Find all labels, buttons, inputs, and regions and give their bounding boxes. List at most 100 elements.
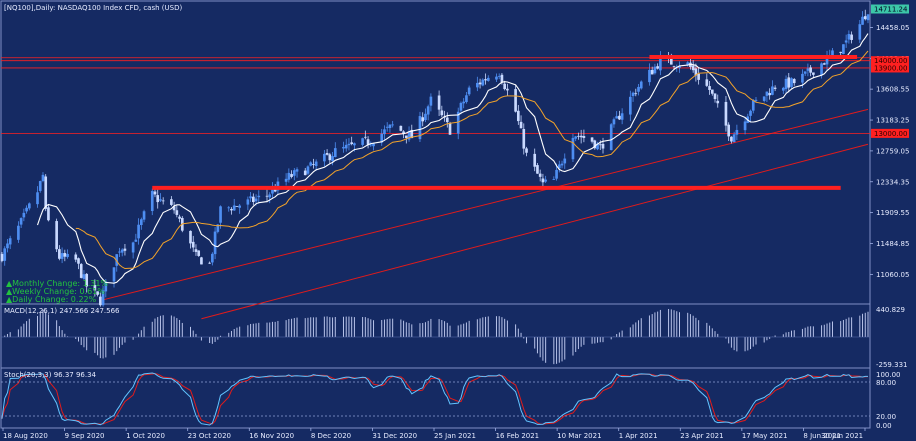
stoch-tick-100: 100.00 bbox=[876, 371, 901, 379]
candle-body bbox=[175, 210, 179, 215]
moving-averages bbox=[36, 33, 869, 284]
candle-body bbox=[137, 224, 140, 239]
date-tick-label: 31 Dec 2020 bbox=[372, 432, 417, 440]
candle-body bbox=[462, 101, 466, 104]
candle-body bbox=[809, 67, 812, 73]
candle-body bbox=[691, 65, 695, 71]
candle-body bbox=[388, 124, 392, 128]
candle-body bbox=[773, 87, 777, 89]
candle-body bbox=[669, 56, 673, 65]
candle-body bbox=[806, 68, 810, 71]
candle-body bbox=[295, 169, 299, 172]
price-tick-label: 12334.35 bbox=[876, 178, 909, 186]
candle-body bbox=[448, 123, 452, 135]
candle-body bbox=[842, 44, 845, 54]
candle-body bbox=[727, 124, 731, 137]
candle-body bbox=[268, 194, 272, 198]
candle-body bbox=[525, 148, 528, 153]
candle-body bbox=[290, 174, 293, 177]
candle-body bbox=[93, 285, 97, 291]
candle-body bbox=[63, 253, 67, 257]
candle-body bbox=[465, 95, 468, 103]
candle-body bbox=[344, 144, 348, 149]
candle-body bbox=[79, 264, 83, 278]
candle-body bbox=[863, 16, 867, 20]
stoch-label: Stoch(20,3,3) 96.37 96.34 bbox=[4, 371, 97, 379]
candle-body bbox=[751, 100, 755, 111]
candle-body bbox=[694, 68, 698, 76]
candle-body bbox=[208, 262, 211, 264]
candle-body bbox=[0, 253, 4, 261]
candle-body bbox=[123, 248, 127, 251]
candle-body bbox=[271, 188, 274, 194]
ma-slow-line bbox=[75, 50, 869, 270]
macd-histogram bbox=[4, 309, 869, 365]
candle-body bbox=[213, 231, 217, 255]
candle-body bbox=[831, 50, 834, 56]
price-tick-label: 13608.55 bbox=[876, 86, 909, 94]
candle-body bbox=[331, 156, 334, 162]
candle-body bbox=[47, 207, 50, 221]
candle-body bbox=[219, 206, 222, 223]
candle-body bbox=[500, 74, 504, 83]
candle-body bbox=[552, 179, 556, 181]
candle-body bbox=[194, 249, 198, 252]
candle-body bbox=[361, 138, 364, 145]
candle-body bbox=[639, 81, 643, 89]
candle-body bbox=[476, 82, 479, 88]
candle-body bbox=[60, 253, 64, 259]
candle-body bbox=[74, 254, 78, 260]
candle-body bbox=[402, 131, 405, 134]
candle-body bbox=[478, 82, 482, 85]
candle-body bbox=[161, 200, 165, 202]
candle-body bbox=[445, 117, 449, 123]
candle-body bbox=[724, 101, 728, 126]
candle-body bbox=[866, 14, 870, 21]
candle-body bbox=[200, 257, 203, 265]
candle-body bbox=[858, 24, 862, 40]
candle-body bbox=[754, 99, 758, 101]
candle-body bbox=[252, 196, 255, 203]
candle-body bbox=[850, 34, 853, 40]
candle-body bbox=[150, 190, 154, 212]
candle-body bbox=[407, 131, 411, 140]
candle-body bbox=[380, 133, 384, 143]
price-tick-label: 11060.05 bbox=[876, 271, 909, 279]
candle-body bbox=[495, 76, 498, 80]
candle-body bbox=[364, 136, 367, 138]
date-tick-label: 1 Apr 2021 bbox=[619, 432, 658, 440]
macd-label: MACD(12,26,1) 247.566 247.566 bbox=[4, 307, 120, 315]
candle-body bbox=[101, 290, 105, 306]
candle-body bbox=[399, 125, 403, 131]
candle-body bbox=[656, 66, 659, 69]
candle-body bbox=[44, 176, 48, 209]
candle-body bbox=[825, 56, 829, 65]
candle-body bbox=[238, 205, 242, 208]
candle-body bbox=[8, 238, 12, 245]
candle-body bbox=[120, 249, 124, 253]
candle-body bbox=[350, 142, 354, 145]
candle-body bbox=[730, 136, 733, 142]
candle-body bbox=[771, 86, 774, 95]
candle-body bbox=[481, 79, 485, 86]
candle-body bbox=[257, 195, 261, 198]
level-tag-box bbox=[871, 56, 909, 66]
candle-body bbox=[522, 128, 526, 149]
candle-body bbox=[230, 208, 233, 211]
candle-body bbox=[36, 192, 39, 205]
candle-body bbox=[424, 113, 427, 121]
candle-body bbox=[347, 143, 351, 146]
candle-body bbox=[328, 154, 332, 161]
candle-body bbox=[82, 274, 86, 279]
candle-body bbox=[404, 135, 408, 138]
candle-body bbox=[792, 79, 796, 84]
candle-body bbox=[571, 137, 575, 160]
candle-body bbox=[369, 144, 373, 146]
trendline bbox=[102, 108, 869, 301]
candle-body bbox=[519, 121, 523, 129]
stoch-main-line bbox=[1, 372, 868, 426]
date-tick-label: 23 Oct 2020 bbox=[188, 432, 231, 440]
candle-body bbox=[115, 254, 119, 266]
candle-body bbox=[189, 230, 192, 244]
candle-body bbox=[246, 199, 250, 205]
